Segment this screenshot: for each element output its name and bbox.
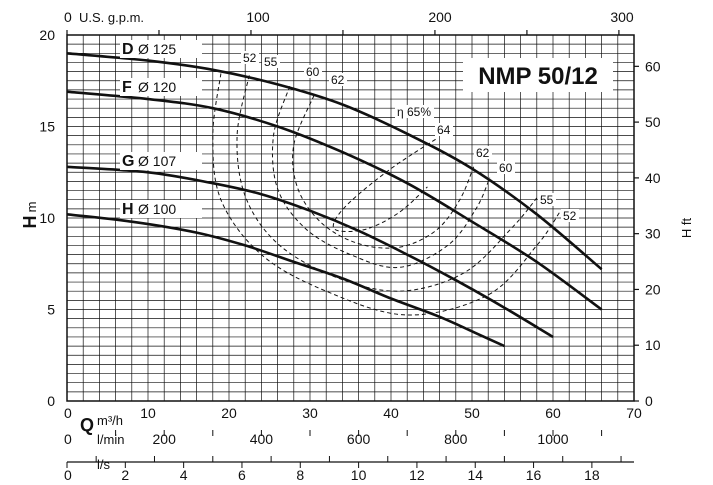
- y-tick-ft-50: 50: [645, 114, 661, 130]
- curve-letter-H: H: [122, 201, 134, 218]
- efficiency-label-bg: [304, 65, 322, 78]
- y-tick-ft-60: 60: [645, 58, 661, 74]
- x-tick-m3h-0: 0: [64, 405, 72, 421]
- efficiency-curve-64: [332, 138, 436, 233]
- x-unit-lmin: l/min: [97, 432, 124, 447]
- x-tick-m3h-40: 40: [383, 405, 399, 421]
- title-background: [463, 58, 613, 92]
- x-tick-m3h-70: 70: [626, 405, 642, 421]
- x-tick-ls-14: 14: [467, 467, 483, 483]
- efficiency-label-bg: [329, 73, 347, 86]
- head-curves: [66, 52, 603, 348]
- y-tick-m-20: 20: [39, 27, 55, 43]
- head-curve-D: [66, 52, 603, 271]
- x-tick-ls-6: 6: [238, 467, 246, 483]
- efficiency-label-5: 64: [437, 123, 451, 137]
- head-curve-G: [66, 165, 554, 339]
- y-tick-ft-20: 20: [645, 281, 661, 297]
- x-label-q: Q: [80, 415, 94, 435]
- gpm-tick-3: 300: [610, 9, 634, 25]
- x-unit-m3h: m³/h: [97, 413, 123, 428]
- y-tick-m-5: 5: [47, 302, 55, 318]
- y-tick-m-10: 10: [39, 210, 55, 226]
- head-curve-F: [66, 90, 603, 311]
- gpm-unit-label: U.S. g.p.m.: [79, 10, 144, 25]
- efficiency-label-bg: [538, 193, 556, 206]
- x-tick-lmin-1000: 1000: [537, 431, 568, 447]
- x-tick-m3h-30: 30: [302, 405, 318, 421]
- efficiency-label-bg: [241, 51, 259, 64]
- x-tick-ls-18: 18: [584, 467, 600, 483]
- curve-diameter-D: Ø 125: [138, 41, 176, 57]
- curve-letter-D: D: [122, 41, 134, 58]
- x-tick-ls-12: 12: [409, 467, 425, 483]
- efficiency-label-8: 55: [540, 193, 554, 207]
- y-tick-ft-0: 0: [645, 393, 653, 409]
- efficiency-curve-52: [212, 73, 560, 316]
- efficiency-label-3: 62: [331, 73, 345, 87]
- x-tick-m3h-20: 20: [221, 405, 237, 421]
- y-tick-ft-40: 40: [645, 170, 661, 186]
- x-tick-ls-2: 2: [121, 467, 129, 483]
- plot-frame: [66, 34, 635, 402]
- y-tick-m-0: 0: [47, 393, 55, 409]
- head-curve-H: [66, 213, 505, 348]
- x-tick-m3h-60: 60: [545, 405, 561, 421]
- efficiency-label-bg: [474, 146, 492, 159]
- x-tick-lmin-600: 600: [347, 431, 371, 447]
- x-tick-m3h-50: 50: [464, 405, 480, 421]
- x-tick-lmin-200: 200: [153, 431, 177, 447]
- efficiency-label-bg: [395, 105, 434, 118]
- curve-letter-F: F: [122, 79, 132, 96]
- y-unit-m: m: [24, 202, 39, 213]
- efficiency-label-9: 52: [563, 209, 577, 223]
- x-unit-ls: l/s: [97, 457, 111, 472]
- x-tick-lmin-800: 800: [444, 431, 468, 447]
- efficiency-label-7: 60: [499, 161, 513, 175]
- x-tick-ls-16: 16: [526, 467, 542, 483]
- curve-diameter-F: Ø 120: [138, 79, 176, 95]
- x-tick-m3h-10: 10: [140, 405, 156, 421]
- curve-label-bg: [120, 40, 202, 58]
- x-tick-ls-0: 0: [64, 467, 72, 483]
- curve-label-bg: [120, 78, 202, 96]
- efficiency-label-bg: [497, 161, 515, 174]
- x-tick-ls-10: 10: [351, 467, 367, 483]
- y-tick-ft-10: 10: [645, 337, 661, 353]
- efficiency-label-1: 55: [264, 55, 278, 69]
- gpm-tick-1: 100: [246, 9, 270, 25]
- efficiency-label-2: 60: [306, 65, 320, 79]
- efficiency-label-6: 62: [476, 146, 490, 160]
- efficiency-label-0: 52: [243, 51, 257, 65]
- x-tick-ls-4: 4: [180, 467, 188, 483]
- plot-border: [66, 34, 635, 402]
- curve-label-bg: [120, 200, 202, 218]
- efficiency-label-4: η 65%: [397, 105, 431, 119]
- y-tick-ft-30: 30: [645, 226, 661, 242]
- curve-label-bg: [120, 152, 202, 170]
- efficiency-label-bg: [435, 123, 453, 136]
- efficiency-curve-62: [292, 95, 475, 249]
- y-label-h: H: [20, 216, 40, 229]
- x-tick-lmin-0: 0: [64, 431, 72, 447]
- x-tick-ls-8: 8: [296, 467, 304, 483]
- curve-diameter-H: Ø 100: [138, 201, 176, 217]
- y-tick-m-15: 15: [39, 119, 55, 135]
- gpm-tick-0: 0: [64, 9, 72, 25]
- chart-title: NMP 50/12: [478, 63, 598, 90]
- y-label-ft: H ft: [679, 218, 694, 239]
- gpm-tick-2: 200: [428, 9, 452, 25]
- x-tick-lmin-400: 400: [250, 431, 274, 447]
- efficiency-label-bg: [561, 209, 579, 222]
- curve-letter-G: G: [122, 153, 134, 170]
- curve-diameter-G: Ø 107: [138, 153, 176, 169]
- efficiency-label-bg: [262, 55, 280, 68]
